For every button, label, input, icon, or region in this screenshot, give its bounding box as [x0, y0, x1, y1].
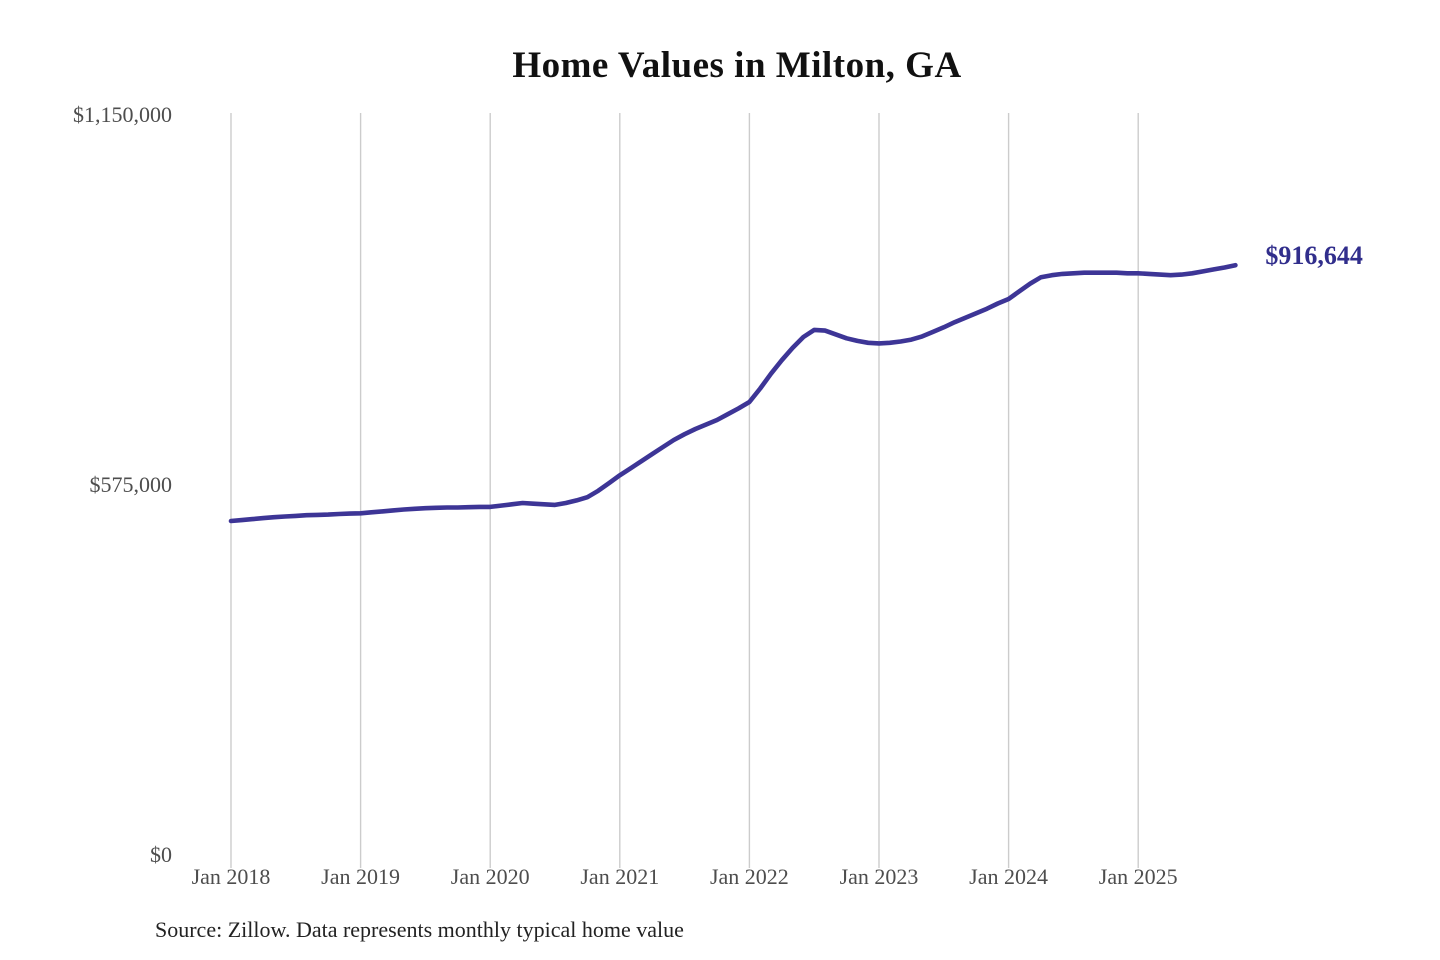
source-note: Source: Zillow. Data represents monthly … [155, 917, 684, 942]
x-tick-label-jan-2023: Jan 2023 [840, 864, 919, 889]
x-tick-label-jan-2025: Jan 2025 [1099, 864, 1178, 889]
y-tick-label-575000: $575,000 [90, 472, 173, 497]
x-tick-label-jan-2018: Jan 2018 [192, 864, 271, 889]
x-tick-label-jan-2021: Jan 2021 [580, 864, 659, 889]
x-tick-label-jan-2020: Jan 2020 [451, 864, 530, 889]
x-tick-label-jan-2019: Jan 2019 [321, 864, 400, 889]
x-tick-label-jan-2022: Jan 2022 [710, 864, 789, 889]
chart-title: Home Values in Milton, GA [512, 45, 962, 86]
home-value-line [228, 262, 1238, 524]
y-tick-label-1150000: $1,150,000 [73, 102, 172, 127]
y-tick-label-0: $0 [150, 842, 172, 867]
latest-value-label: $916,644 [1265, 241, 1363, 270]
x-tick-label-jan-2024: Jan 2024 [969, 864, 1048, 889]
